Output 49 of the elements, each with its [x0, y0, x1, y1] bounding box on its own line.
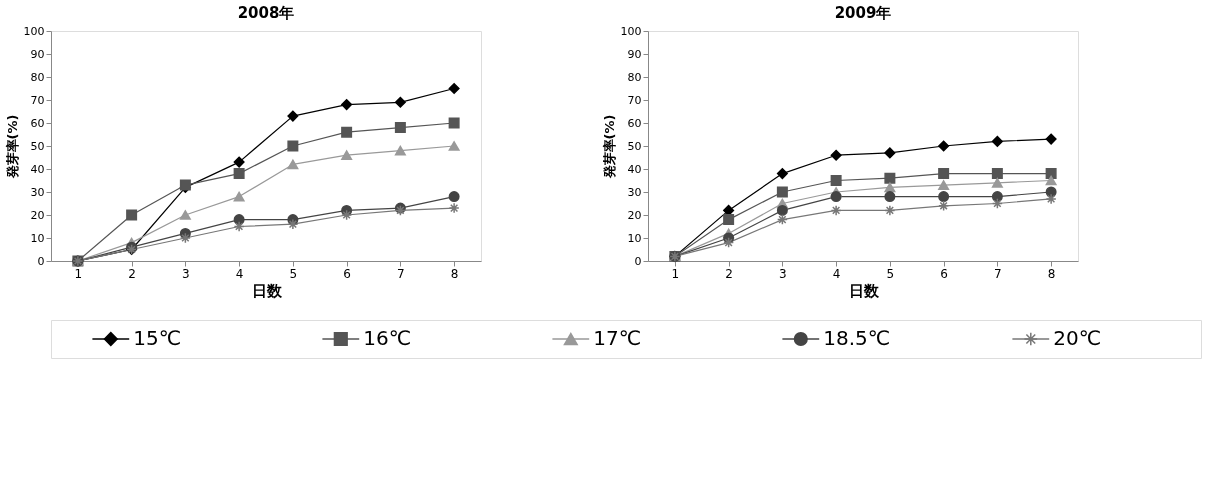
y-axis-title: 発芽率(%): [601, 114, 617, 180]
y-tick-label: 100: [620, 24, 642, 38]
chart-title: 2009年: [834, 4, 892, 22]
y-tick-label: 20: [30, 208, 45, 222]
y-tick-label: 70: [627, 93, 642, 107]
x-tick-label: 3: [182, 266, 190, 281]
x-axis-title: 日数: [848, 281, 880, 300]
y-tick-label: 70: [30, 93, 45, 107]
x-tick-label: 4: [832, 266, 841, 281]
x-tick-label: 1: [74, 266, 83, 281]
legend-label: 18.5℃: [823, 326, 891, 350]
x-axis-title: 日数: [251, 281, 283, 300]
y-tick-label: 60: [30, 116, 45, 130]
y-tick-label: 60: [627, 116, 642, 130]
y-tick-label: 30: [627, 185, 642, 199]
x-tick-label: 8: [1047, 266, 1056, 281]
x-tick-label: 1: [671, 266, 680, 281]
x-tick-label: 8: [450, 266, 459, 281]
y-tick-label: 80: [30, 70, 45, 84]
legend-label: 17℃: [593, 326, 642, 350]
x-tick-label: 6: [343, 266, 351, 281]
y-tick-label: 100: [23, 24, 45, 38]
x-tick-label: 4: [235, 266, 244, 281]
y-tick-label: 50: [30, 139, 45, 153]
y-tick-label: 40: [627, 162, 642, 176]
x-tick-label: 7: [397, 266, 405, 281]
y-tick-label: 10: [627, 231, 642, 245]
legend-label: 16℃: [363, 326, 412, 350]
y-tick-label: 0: [634, 254, 642, 268]
x-tick-label: 2: [725, 266, 733, 281]
x-tick-label: 3: [779, 266, 787, 281]
x-tick-label: 5: [289, 266, 298, 281]
x-tick-label: 2: [128, 266, 136, 281]
x-tick-label: 5: [886, 266, 895, 281]
y-tick-label: 80: [627, 70, 642, 84]
y-tick-label: 50: [627, 139, 642, 153]
legend-label: 15℃: [133, 326, 182, 350]
x-tick-label: 7: [994, 266, 1002, 281]
legend-label: 20℃: [1053, 326, 1102, 350]
y-tick-label: 40: [30, 162, 45, 176]
y-tick-label: 90: [627, 47, 642, 61]
y-axis-title: 発芽率(%): [4, 114, 20, 180]
y-tick-label: 20: [627, 208, 642, 222]
x-tick-label: 6: [940, 266, 948, 281]
y-tick-label: 10: [30, 231, 45, 245]
y-tick-label: 30: [30, 185, 45, 199]
y-tick-label: 90: [30, 47, 45, 61]
y-tick-label: 0: [37, 254, 45, 268]
chart-title: 2008年: [237, 4, 295, 22]
